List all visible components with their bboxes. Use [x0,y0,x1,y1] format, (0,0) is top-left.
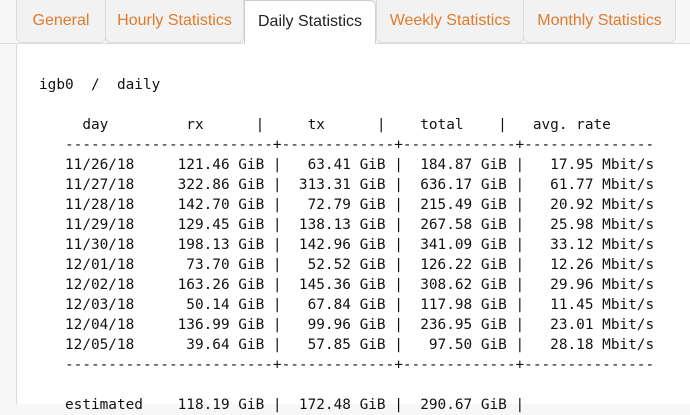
report-row: 12/05/18 39.64 GiB | 57.85 GiB | 97.50 G… [39,337,655,353]
tab-weekly-statistics[interactable]: Weekly Statistics [376,0,524,43]
report-row: 12/04/18 136.99 GiB | 99.96 GiB | 236.95… [39,317,655,333]
report-row: 12/02/18 163.26 GiB | 145.36 GiB | 308.6… [39,277,655,293]
report-row: 11/26/18 121.46 GiB | 63.41 GiB | 184.87… [39,157,655,173]
report-separator-top: ------------------------+-------------+-… [39,137,655,153]
report-row: 11/29/18 129.45 GiB | 138.13 GiB | 267.5… [39,217,655,233]
report-row: 11/28/18 142.70 GiB | 72.79 GiB | 215.49… [39,197,655,213]
vnstat-daily-report: igb0 / daily day rx | tx | total | avg. … [39,75,654,415]
report-row: 12/01/18 73.70 GiB | 52.52 GiB | 126.22 … [39,257,655,273]
report-row: 12/03/18 50.14 GiB | 67.84 GiB | 117.98 … [39,297,655,313]
report-separator-bottom: ------------------------+-------------+-… [39,357,655,373]
report-row: 11/27/18 322.86 GiB | 313.31 GiB | 636.1… [39,177,655,193]
report-estimated-row: estimated 118.19 GiB | 172.48 GiB | 290.… [39,397,525,413]
report-column-header: day rx | tx | total | avg. rate [39,117,611,133]
tab-general[interactable]: General [16,0,106,43]
report-title: igb0 / daily [39,77,161,93]
tab-hourly-statistics[interactable]: Hourly Statistics [105,0,244,43]
tab-daily-statistics[interactable]: Daily Statistics [244,0,376,44]
report-blank-line [39,375,654,395]
report-blank-line [39,95,654,115]
tab-monthly-statistics[interactable]: Monthly Statistics [523,0,676,43]
tab-bar: General Hourly Statistics Daily Statisti… [0,0,690,44]
daily-statistics-panel: igb0 / daily day rx | tx | total | avg. … [16,44,690,413]
report-row: 11/30/18 198.13 GiB | 142.96 GiB | 341.0… [39,237,655,253]
